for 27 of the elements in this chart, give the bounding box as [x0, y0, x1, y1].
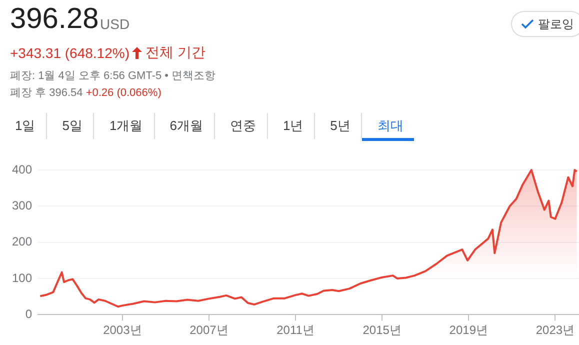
text: 연중 [214, 113, 268, 139]
text: USD [100, 16, 130, 32]
x-tick-label: 2015년 [362, 323, 402, 338]
text: 6개월 [154, 113, 215, 139]
y-tick-label: 0 [25, 306, 32, 321]
x-tick-label: 2003년 [103, 323, 142, 338]
y-tick-label: 400 [12, 162, 32, 176]
text: 폐장 후 396.54 [10, 87, 83, 99]
text: 1일 [0, 113, 48, 139]
x-tick-label: 2007년 [190, 323, 228, 338]
x-tick-label: 2011년 [276, 323, 314, 338]
text: 1년 [268, 113, 316, 139]
text: +0.26 (0.066%) [86, 87, 162, 99]
text: 1개월 [94, 113, 155, 139]
y-tick-label: 200 [12, 234, 32, 249]
text: 폐장: 1월 4일 오후 6:56 GMT-5 • 면책조항 [10, 69, 216, 83]
y-tick-label: 100 [12, 270, 32, 285]
text: 팔로잉 [538, 16, 574, 32]
y-tick-label: 300 [12, 198, 32, 212]
x-tick-label: 2023년 [536, 323, 575, 338]
text: 최대 [362, 113, 414, 141]
text: 5년 [315, 113, 362, 139]
text: +343.31 (648.12%) [10, 45, 130, 61]
x-tick-label: 2019년 [449, 323, 488, 338]
chart-title: 396.28 [10, 3, 99, 36]
text: 전체 기간 [145, 44, 206, 62]
text: 5일 [47, 113, 94, 139]
